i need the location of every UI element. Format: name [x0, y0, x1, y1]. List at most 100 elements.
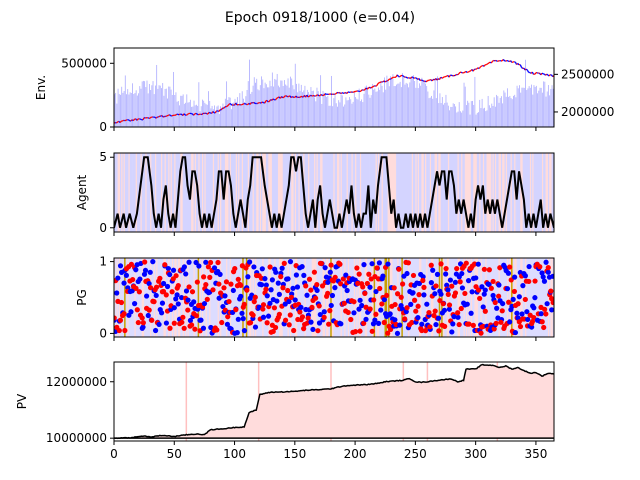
volume-bar: [280, 80, 282, 127]
action-band: [124, 153, 127, 232]
point-a: [207, 274, 213, 280]
point-b: [480, 304, 486, 310]
action-band: [410, 153, 413, 232]
action-band: [227, 258, 229, 337]
volume-bar: [552, 88, 554, 127]
volume-bar: [422, 81, 424, 127]
volume-bar: [255, 82, 256, 127]
volume-bar: [309, 94, 311, 127]
action-band: [494, 258, 497, 337]
point-b: [198, 317, 204, 323]
action-band: [519, 153, 521, 232]
action-band: [215, 153, 217, 232]
volume-bar: [134, 93, 136, 127]
volume-bar: [292, 85, 294, 127]
price-segment: [147, 117, 150, 119]
volume-bar: [124, 75, 126, 127]
action-band: [457, 258, 460, 337]
point-a: [532, 278, 538, 284]
action-band: [379, 153, 381, 232]
point-a: [507, 264, 513, 270]
action-band: [199, 153, 202, 232]
volume-bar: [497, 96, 499, 127]
point-a: [404, 305, 410, 311]
action-band: [120, 258, 122, 337]
price-segment: [171, 114, 174, 117]
point-a: [491, 326, 497, 332]
action-band: [185, 153, 187, 232]
point-b: [160, 280, 167, 287]
action-band: [245, 153, 247, 232]
action-band: [374, 153, 376, 232]
point-b: [475, 261, 481, 267]
action-band: [335, 258, 338, 337]
point-b: [416, 280, 423, 287]
volume-bar: [478, 112, 479, 127]
volume-bar: [461, 112, 463, 127]
point-a: [396, 266, 402, 272]
volume-bar: [306, 89, 308, 127]
volume-bar: [330, 75, 332, 127]
action-band: [333, 258, 335, 337]
action-band: [142, 258, 145, 337]
point-a: [192, 326, 198, 332]
volume-bar: [315, 101, 317, 127]
volume-bar: [285, 84, 287, 127]
action-band: [520, 153, 522, 232]
action-band: [136, 153, 139, 232]
price-segment: [480, 65, 483, 68]
action-band: [202, 153, 204, 232]
volume-bar: [529, 87, 531, 127]
price-segment: [377, 82, 380, 85]
point-a: [226, 298, 232, 305]
action-band: [182, 153, 185, 232]
price-segment: [259, 101, 262, 104]
action-band: [415, 153, 417, 232]
action-band: [198, 258, 200, 337]
volume-bar: [479, 99, 481, 127]
price-segment: [334, 93, 337, 95]
price-segment: [409, 77, 411, 80]
volume-bar: [458, 102, 460, 127]
point-a: [369, 328, 375, 334]
plot-area-pg: [114, 258, 554, 337]
action-band: [420, 153, 422, 232]
action-band: [547, 258, 550, 337]
price-segment: [340, 92, 343, 95]
action-band: [210, 153, 212, 232]
point-b: [137, 276, 143, 282]
action-band: [204, 258, 206, 337]
point-b: [500, 300, 506, 307]
volume-bar: [324, 93, 326, 127]
volume-bar: [444, 102, 446, 127]
point-b: [532, 295, 538, 301]
price-segment: [132, 118, 136, 122]
action-band: [209, 153, 211, 232]
volume-bar: [362, 102, 364, 127]
figure-title: Epoch 0918/1000 (e=0.04): [225, 10, 415, 26]
volume-bar: [363, 93, 365, 127]
volume-bar: [365, 85, 367, 127]
price-segment: [433, 78, 435, 81]
action-band: [124, 258, 127, 337]
volume-bar: [191, 106, 193, 127]
price-segment: [359, 90, 362, 93]
action-band: [537, 258, 539, 337]
action-band: [132, 153, 134, 232]
point-a: [169, 289, 175, 295]
volume-bar: [281, 80, 283, 127]
point-a: [235, 276, 241, 282]
volume-bar: [321, 103, 323, 127]
volume-bar: [541, 92, 543, 127]
volume-bar: [426, 86, 428, 127]
action-band: [117, 153, 120, 232]
volume-bar: [118, 94, 120, 127]
volume-bar: [227, 99, 229, 127]
point-a: [308, 287, 314, 293]
point-a: [360, 284, 366, 290]
point-a: [454, 265, 460, 272]
price-segment: [228, 103, 231, 106]
action-band: [288, 153, 291, 232]
action-band: [347, 153, 350, 232]
point-b: [545, 269, 551, 275]
